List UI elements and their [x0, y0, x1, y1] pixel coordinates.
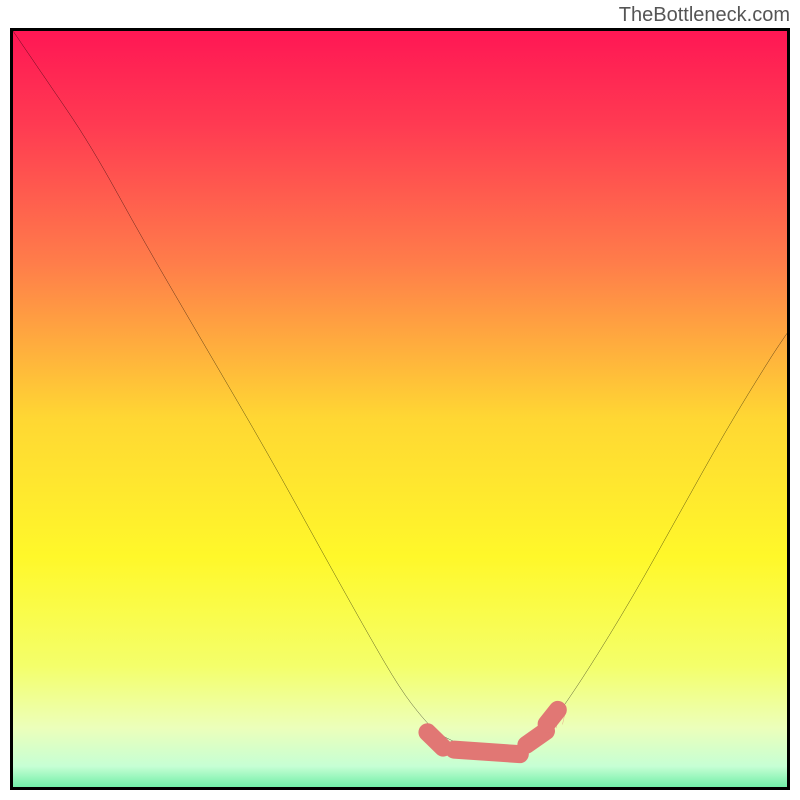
- watermark-text: TheBottleneck.com: [619, 4, 790, 27]
- bottleneck-chart: [10, 28, 790, 790]
- valley-marker-band: [13, 31, 790, 790]
